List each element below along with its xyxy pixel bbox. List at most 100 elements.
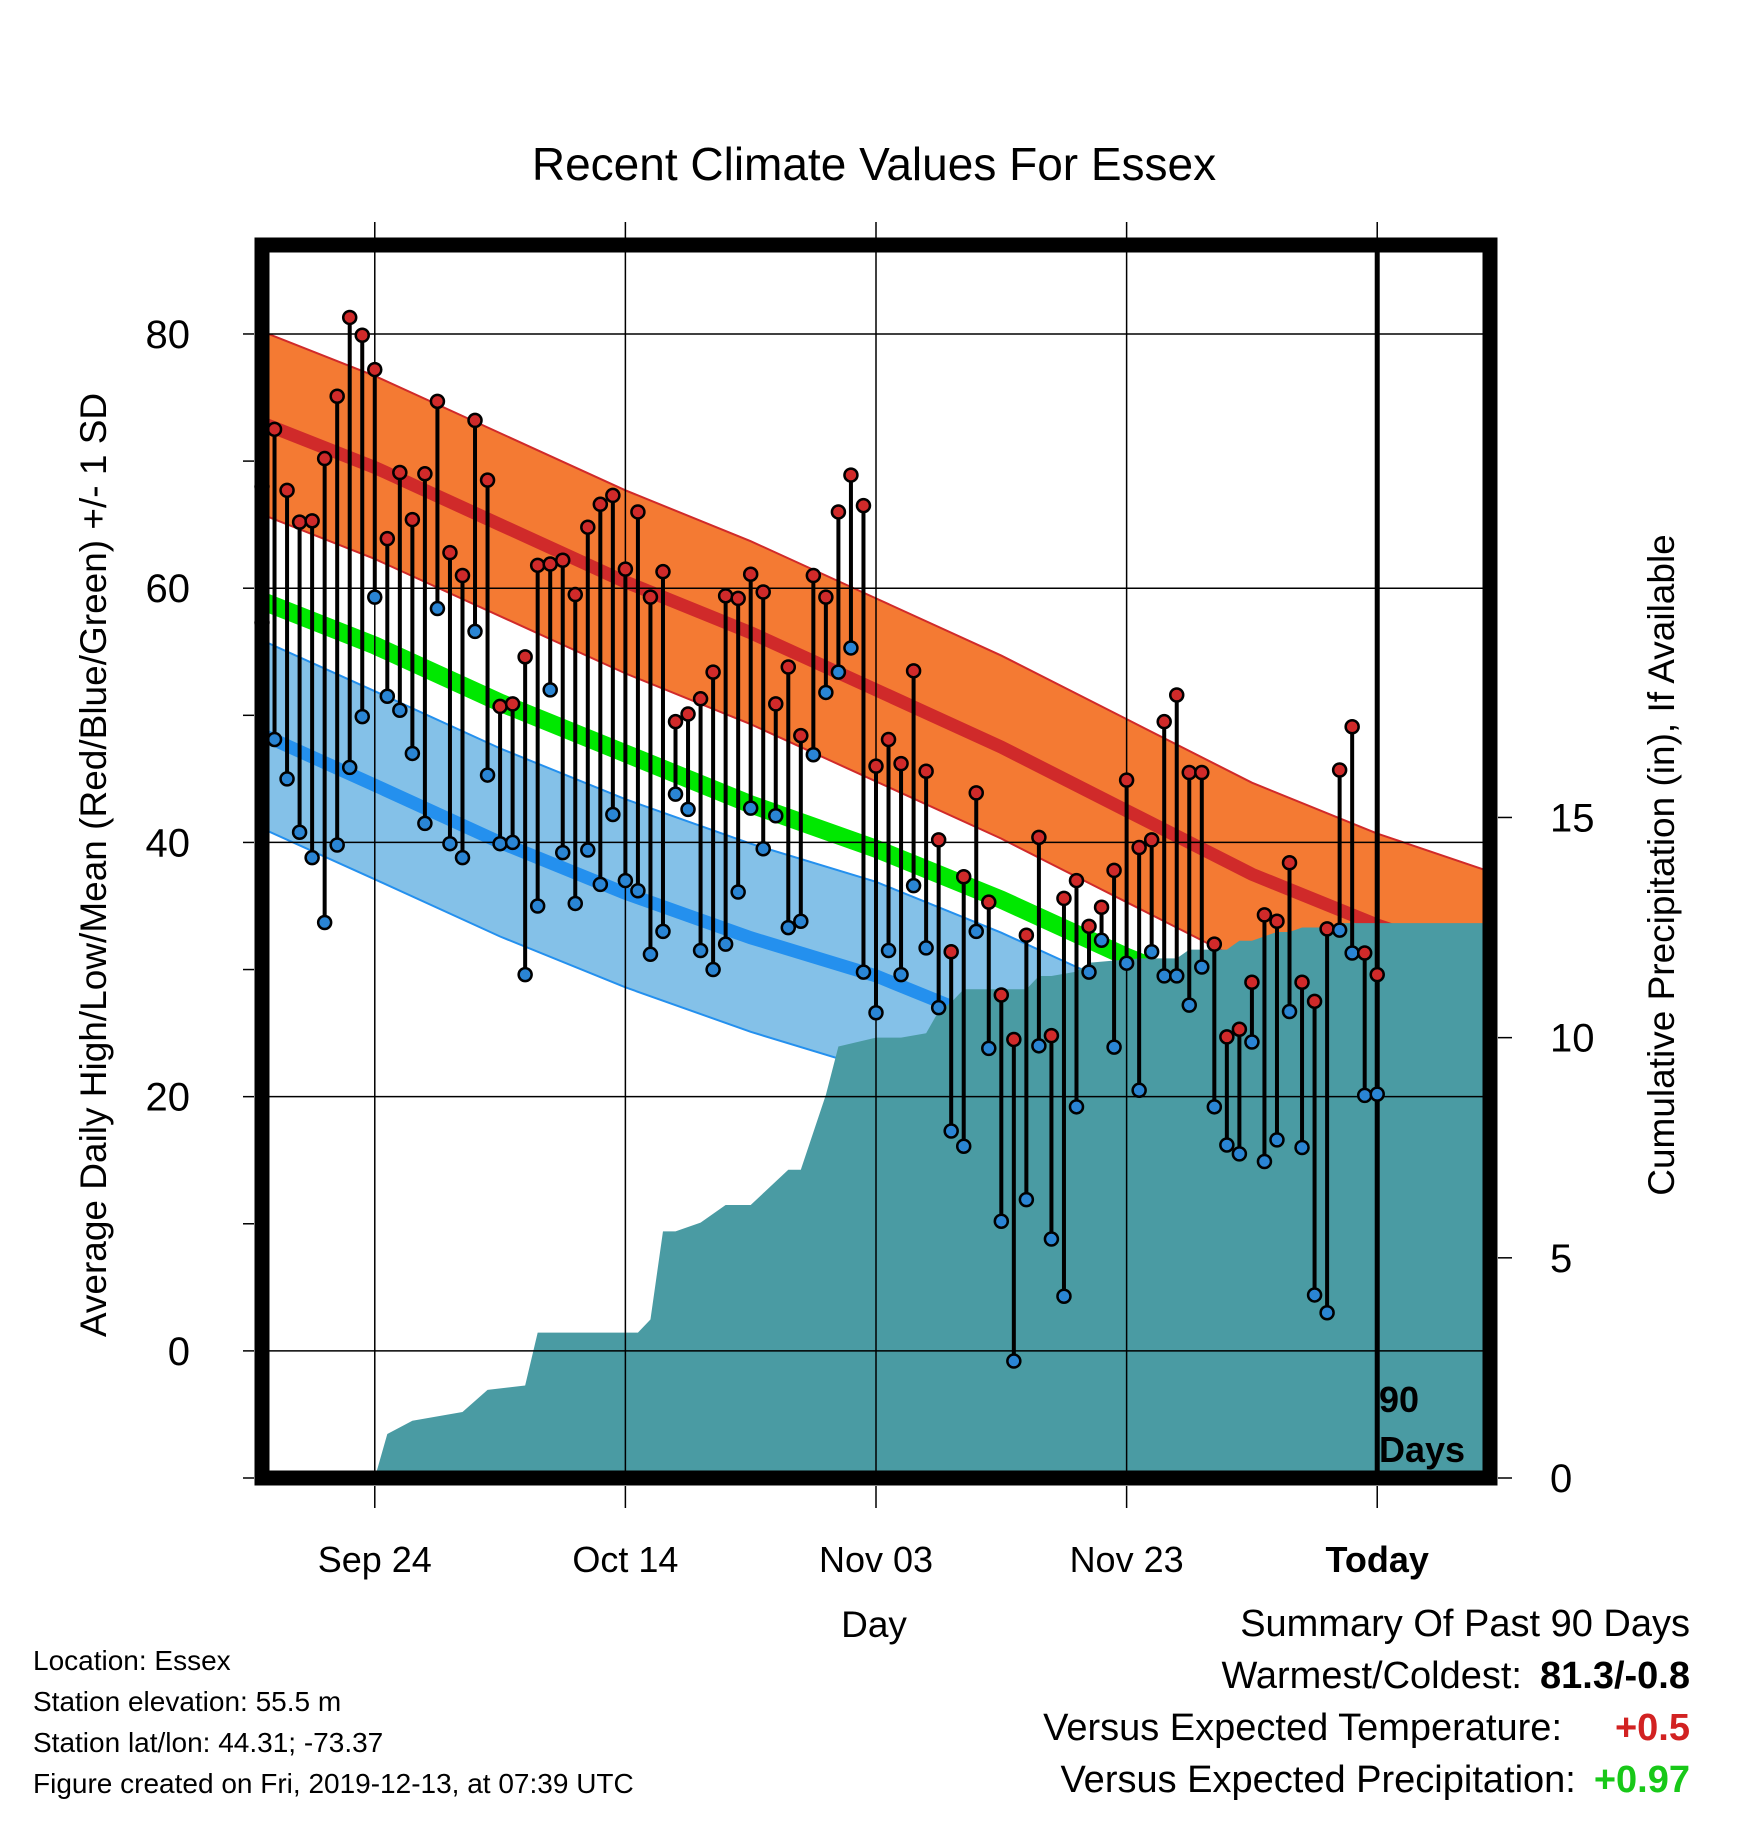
- daily-observation: [1118, 772, 1135, 971]
- low-point: [717, 936, 734, 952]
- low-point: [1156, 968, 1172, 984]
- high-point: [1181, 764, 1198, 781]
- daily-observation: [605, 487, 621, 823]
- high-point: [630, 504, 646, 520]
- high-point: [1194, 764, 1210, 781]
- low-point: [1106, 1039, 1122, 1055]
- low-point: [291, 824, 308, 841]
- low-point: [918, 940, 934, 956]
- high-point: [981, 894, 997, 910]
- daily-observation: [1194, 764, 1210, 975]
- low-point: [1231, 1146, 1248, 1162]
- daily-observation: [981, 894, 997, 1057]
- high-point: [392, 464, 408, 481]
- low-point: [354, 708, 370, 725]
- low-point: [793, 913, 809, 929]
- daily-observation: [868, 758, 884, 1021]
- low-point: [517, 966, 533, 983]
- daily-observation: [855, 497, 872, 980]
- high-point: [1031, 829, 1047, 846]
- daily-observation: [367, 361, 383, 605]
- low-point: [755, 841, 771, 857]
- low-point: [1256, 1153, 1273, 1170]
- daily-observation: [1056, 890, 1072, 1304]
- high-point: [1356, 945, 1373, 961]
- y2-tick-label: 15: [1550, 796, 1595, 840]
- low-point: [266, 731, 283, 748]
- high-point: [1131, 839, 1147, 856]
- daily-observation: [730, 590, 746, 900]
- low-point: [943, 1123, 959, 1139]
- station-info: Location: Essex Station elevation: 55.5 …: [33, 1640, 634, 1804]
- low-point: [692, 942, 709, 959]
- high-point: [968, 785, 984, 801]
- low-point: [592, 876, 609, 893]
- low-point: [1168, 968, 1185, 984]
- high-point: [542, 556, 558, 572]
- daily-observation: [1018, 927, 1035, 1208]
- daily-observation: [680, 706, 696, 818]
- high-point: [1244, 974, 1260, 991]
- low-point: [617, 872, 634, 889]
- daily-observation: [1031, 829, 1047, 1054]
- daily-observation: [1143, 832, 1160, 960]
- axes: 0 20 40 60 80 0 5 10 15 Sep 24 Oct 14 Nov 03 Nov 23 T…: [146, 313, 1595, 1580]
- high-point: [830, 504, 847, 520]
- low-point: [316, 914, 333, 931]
- daily-observation: [1256, 907, 1273, 1170]
- daily-observation: [266, 421, 283, 748]
- low-point: [467, 623, 483, 640]
- high-point: [479, 472, 496, 488]
- daily-observation: [1093, 899, 1110, 949]
- y2-tick-label: 10: [1550, 1017, 1595, 1061]
- daily-observation: [404, 511, 421, 762]
- x-tick-label: Nov 03: [819, 1539, 933, 1580]
- daily-observation: [567, 586, 584, 912]
- low-point: [429, 600, 446, 617]
- y2-tick-label: 5: [1550, 1237, 1572, 1281]
- high-point: [655, 563, 671, 580]
- low-point: [905, 877, 922, 894]
- low-point: [442, 835, 458, 852]
- high-point: [1206, 936, 1223, 952]
- low-point: [680, 801, 696, 818]
- daily-observation: [755, 584, 771, 857]
- y-tick-label: 20: [146, 1076, 191, 1120]
- daily-observation: [1319, 921, 1335, 1321]
- daily-observation: [291, 514, 308, 841]
- high-point: [780, 659, 797, 675]
- daily-observation: [1043, 1027, 1060, 1247]
- x-tick-label: Nov 23: [1070, 1539, 1184, 1580]
- daily-observation: [442, 544, 458, 852]
- daily-observation: [655, 563, 671, 940]
- low-point: [404, 745, 421, 762]
- daily-observation: [667, 713, 684, 802]
- low-point: [504, 834, 521, 851]
- low-point: [554, 844, 571, 861]
- low-point: [993, 1213, 1010, 1229]
- high-point: [818, 589, 834, 605]
- high-point: [893, 755, 909, 772]
- daily-observation: [780, 659, 797, 936]
- daily-observation: [692, 691, 709, 959]
- high-point: [291, 514, 308, 530]
- high-point: [880, 731, 897, 748]
- daily-observation: [793, 727, 809, 929]
- high-point: [1018, 927, 1035, 943]
- low-point: [981, 1040, 997, 1057]
- low-point: [341, 759, 358, 776]
- station-location: Location: Essex: [33, 1645, 231, 1676]
- temp-value: +0.5: [1614, 1707, 1690, 1749]
- high-point: [567, 586, 584, 603]
- high-point: [592, 496, 609, 513]
- low-point: [868, 1005, 884, 1021]
- low-point: [855, 964, 872, 980]
- low-point: [805, 746, 822, 763]
- daily-observation: [1156, 713, 1172, 984]
- low-point: [768, 807, 784, 824]
- high-point: [1143, 832, 1160, 848]
- low-point: [930, 999, 947, 1016]
- low-point: [367, 589, 383, 605]
- high-point: [692, 691, 709, 707]
- high-point: [1231, 1021, 1248, 1038]
